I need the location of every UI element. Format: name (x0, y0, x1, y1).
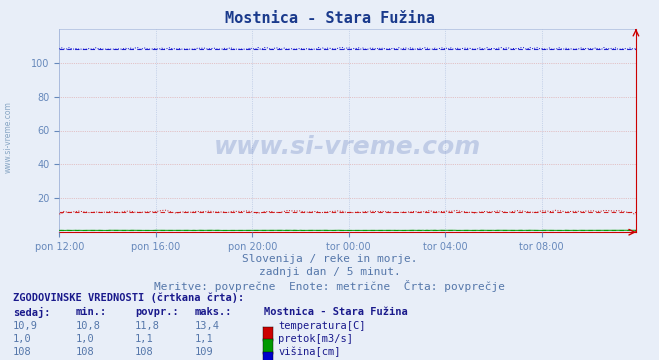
Text: povpr.:: povpr.: (135, 307, 179, 317)
Text: 1,1: 1,1 (194, 334, 213, 344)
Text: sedaj:: sedaj: (13, 307, 51, 318)
Text: 108: 108 (135, 347, 154, 357)
Text: 11,8: 11,8 (135, 321, 160, 331)
Text: Slovenija / reke in morje.: Slovenija / reke in morje. (242, 254, 417, 264)
Text: 10,9: 10,9 (13, 321, 38, 331)
Text: pretok[m3/s]: pretok[m3/s] (278, 334, 353, 344)
Text: www.si-vreme.com: www.si-vreme.com (214, 135, 481, 159)
Text: ZGODOVINSKE VREDNOSTI (črtkana črta):: ZGODOVINSKE VREDNOSTI (črtkana črta): (13, 292, 244, 303)
Text: višina[cm]: višina[cm] (278, 347, 341, 357)
Text: Meritve: povprečne  Enote: metrične  Črta: povprečje: Meritve: povprečne Enote: metrične Črta:… (154, 280, 505, 292)
Text: Mostnica - Stara Fužina: Mostnica - Stara Fužina (225, 11, 434, 26)
Text: 10,8: 10,8 (76, 321, 101, 331)
Text: min.:: min.: (76, 307, 107, 317)
Text: 13,4: 13,4 (194, 321, 219, 331)
Text: 1,0: 1,0 (76, 334, 94, 344)
Text: Mostnica - Stara Fužina: Mostnica - Stara Fužina (264, 307, 407, 317)
Text: temperatura[C]: temperatura[C] (278, 321, 366, 331)
Text: 1,1: 1,1 (135, 334, 154, 344)
Text: 109: 109 (194, 347, 213, 357)
Text: 108: 108 (76, 347, 94, 357)
Text: 108: 108 (13, 347, 32, 357)
Text: maks.:: maks.: (194, 307, 232, 317)
Text: zadnji dan / 5 minut.: zadnji dan / 5 minut. (258, 267, 401, 277)
Text: www.si-vreme.com: www.si-vreme.com (3, 101, 13, 173)
Text: 1,0: 1,0 (13, 334, 32, 344)
